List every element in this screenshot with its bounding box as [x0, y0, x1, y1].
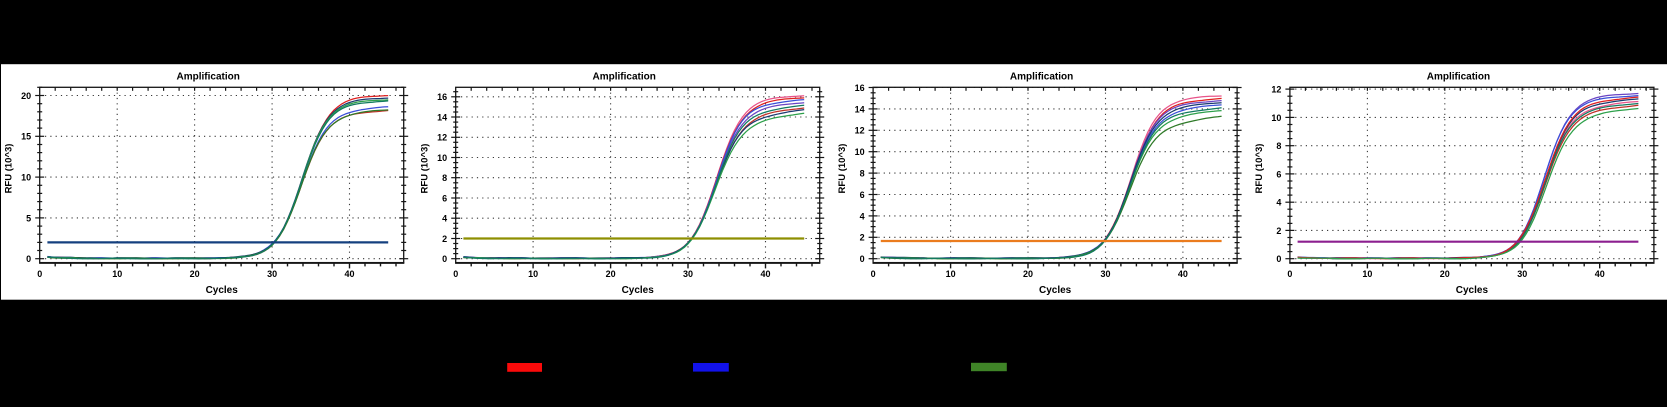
- svg-text:20: 20: [1023, 269, 1033, 279]
- svg-text:0: 0: [860, 254, 865, 264]
- svg-text:2: 2: [442, 234, 447, 244]
- svg-text:12: 12: [437, 133, 447, 143]
- svg-text:10: 10: [112, 269, 122, 279]
- svg-text:15: 15: [21, 132, 31, 142]
- svg-text:0: 0: [871, 269, 876, 279]
- svg-text:30: 30: [1517, 269, 1527, 279]
- svg-text:10: 10: [855, 147, 865, 157]
- svg-text:10: 10: [1362, 269, 1372, 279]
- svg-text:Amplification: Amplification: [593, 71, 656, 82]
- svg-text:8: 8: [442, 173, 447, 183]
- svg-text:40: 40: [760, 269, 770, 279]
- svg-text:2: 2: [860, 233, 865, 243]
- svg-text:10: 10: [1271, 113, 1281, 123]
- svg-text:RFU (10^3): RFU (10^3): [420, 144, 431, 194]
- svg-text:30: 30: [1100, 269, 1110, 279]
- svg-text:8: 8: [860, 169, 865, 179]
- svg-text:2: 2: [1276, 226, 1281, 236]
- svg-text:0: 0: [26, 254, 31, 264]
- svg-text:Amplification: Amplification: [1427, 71, 1490, 82]
- svg-text:40: 40: [1178, 269, 1188, 279]
- svg-text:Cycles: Cycles: [622, 285, 655, 296]
- svg-text:14: 14: [437, 112, 447, 122]
- svg-text:20: 20: [21, 91, 31, 101]
- svg-text:10: 10: [528, 269, 538, 279]
- svg-text:RFU (10^3): RFU (10^3): [4, 144, 15, 194]
- svg-text:16: 16: [855, 83, 865, 93]
- svg-text:0: 0: [1276, 254, 1281, 264]
- svg-text:0: 0: [37, 269, 42, 279]
- svg-text:8: 8: [1276, 141, 1281, 151]
- svg-text:20: 20: [190, 269, 200, 279]
- svg-text:Amplification: Amplification: [1010, 71, 1073, 82]
- svg-text:4: 4: [860, 211, 865, 221]
- svg-text:Cycles: Cycles: [1456, 285, 1489, 296]
- svg-text:4: 4: [442, 214, 447, 224]
- svg-text:0: 0: [442, 254, 447, 264]
- svg-text:12: 12: [855, 126, 865, 136]
- svg-text:14: 14: [855, 104, 865, 114]
- svg-text:10: 10: [21, 173, 31, 183]
- svg-text:0: 0: [1287, 269, 1292, 279]
- svg-text:20: 20: [1440, 269, 1450, 279]
- svg-text:10: 10: [437, 153, 447, 163]
- svg-text:Amplification: Amplification: [177, 71, 240, 82]
- svg-text:30: 30: [267, 269, 277, 279]
- svg-text:12: 12: [1271, 85, 1281, 95]
- svg-text:40: 40: [344, 269, 354, 279]
- svg-text:5: 5: [26, 213, 31, 223]
- svg-text:30: 30: [683, 269, 693, 279]
- svg-text:Cycles: Cycles: [1039, 285, 1072, 296]
- svg-text:10: 10: [946, 269, 956, 279]
- svg-text:16: 16: [437, 92, 447, 102]
- svg-text:0: 0: [453, 269, 458, 279]
- svg-text:6: 6: [1276, 169, 1281, 179]
- svg-text:RFU (10^3): RFU (10^3): [837, 144, 848, 194]
- svg-text:4: 4: [1276, 198, 1281, 208]
- svg-text:6: 6: [860, 190, 865, 200]
- svg-text:RFU (10^3): RFU (10^3): [1254, 144, 1265, 194]
- svg-text:Cycles: Cycles: [206, 285, 239, 296]
- svg-text:40: 40: [1595, 269, 1605, 279]
- svg-text:6: 6: [442, 193, 447, 203]
- svg-text:20: 20: [606, 269, 616, 279]
